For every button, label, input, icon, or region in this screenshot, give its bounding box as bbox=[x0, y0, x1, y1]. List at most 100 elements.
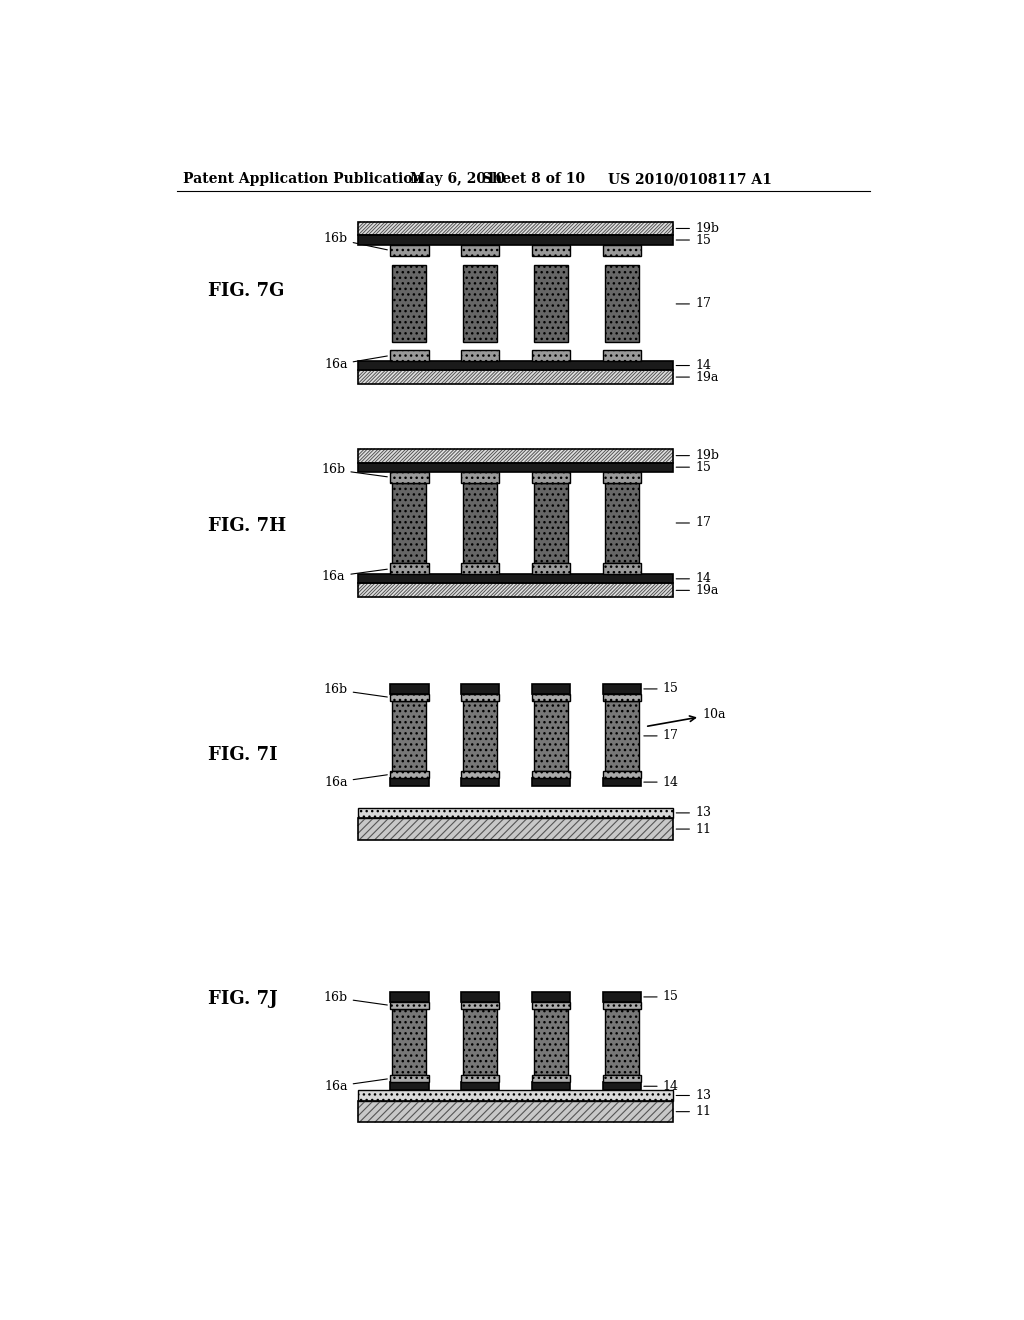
Text: 13: 13 bbox=[676, 1089, 711, 1102]
Bar bbox=[390, 684, 429, 693]
Text: 16b: 16b bbox=[322, 463, 387, 477]
Bar bbox=[461, 471, 500, 483]
Bar bbox=[357, 1101, 674, 1122]
Bar bbox=[390, 1082, 429, 1090]
Bar bbox=[390, 1074, 429, 1082]
Bar bbox=[531, 779, 570, 785]
Bar bbox=[357, 1090, 674, 1101]
Text: 13: 13 bbox=[676, 807, 711, 820]
Bar bbox=[602, 1002, 641, 1010]
Text: 17: 17 bbox=[644, 730, 679, 742]
Bar bbox=[531, 771, 570, 779]
Bar bbox=[605, 701, 639, 771]
Bar bbox=[602, 471, 641, 483]
Bar bbox=[531, 684, 570, 693]
Bar bbox=[357, 370, 674, 384]
Bar bbox=[535, 1010, 568, 1074]
Text: 19a: 19a bbox=[676, 371, 719, 384]
Bar bbox=[531, 1074, 570, 1082]
Text: 15: 15 bbox=[644, 682, 679, 696]
Bar bbox=[390, 471, 429, 483]
Bar bbox=[357, 222, 674, 235]
Bar bbox=[602, 993, 641, 1002]
Text: Sheet 8 of 10: Sheet 8 of 10 bbox=[482, 172, 586, 186]
Bar bbox=[463, 483, 497, 564]
Bar bbox=[605, 265, 639, 342]
Bar bbox=[357, 370, 674, 384]
Bar bbox=[461, 1074, 500, 1082]
Bar bbox=[463, 1010, 497, 1074]
Bar bbox=[392, 265, 426, 342]
Bar bbox=[531, 564, 570, 574]
Bar bbox=[463, 701, 497, 771]
Text: 16a: 16a bbox=[325, 775, 387, 788]
Text: 11: 11 bbox=[676, 822, 711, 836]
Bar bbox=[461, 779, 500, 785]
Bar bbox=[535, 265, 568, 342]
Bar bbox=[357, 360, 674, 370]
Text: 16a: 16a bbox=[322, 569, 387, 583]
Text: FIG. 7G: FIG. 7G bbox=[208, 282, 284, 300]
Text: May 6, 2010: May 6, 2010 bbox=[410, 172, 506, 186]
Bar bbox=[357, 818, 674, 840]
Bar bbox=[357, 449, 674, 462]
Bar bbox=[392, 483, 426, 564]
Bar bbox=[390, 693, 429, 701]
Bar bbox=[531, 471, 570, 483]
Bar bbox=[390, 564, 429, 574]
Bar bbox=[357, 449, 674, 462]
Bar bbox=[605, 483, 639, 564]
Bar bbox=[392, 701, 426, 771]
Bar bbox=[531, 993, 570, 1002]
Text: 14: 14 bbox=[644, 1080, 679, 1093]
Text: 16b: 16b bbox=[324, 991, 387, 1005]
Text: 19b: 19b bbox=[676, 449, 719, 462]
Bar bbox=[531, 1082, 570, 1090]
Bar bbox=[602, 564, 641, 574]
Text: 19b: 19b bbox=[676, 222, 719, 235]
Bar bbox=[602, 693, 641, 701]
Text: 16a: 16a bbox=[325, 1078, 387, 1093]
Bar bbox=[602, 771, 641, 779]
Bar bbox=[461, 1002, 500, 1010]
Text: 15: 15 bbox=[676, 461, 711, 474]
Bar bbox=[602, 350, 641, 360]
Text: 16b: 16b bbox=[324, 684, 387, 697]
Bar bbox=[461, 993, 500, 1002]
Text: FIG. 7H: FIG. 7H bbox=[208, 516, 286, 535]
Bar bbox=[531, 350, 570, 360]
Bar bbox=[390, 779, 429, 785]
Bar bbox=[531, 693, 570, 701]
Text: 14: 14 bbox=[644, 776, 679, 788]
Text: 15: 15 bbox=[644, 990, 679, 1003]
Bar bbox=[461, 564, 500, 574]
Bar bbox=[357, 574, 674, 583]
Bar bbox=[535, 483, 568, 564]
Bar bbox=[390, 244, 429, 256]
Bar bbox=[461, 350, 500, 360]
Bar bbox=[605, 1010, 639, 1074]
Text: 10a: 10a bbox=[647, 708, 726, 726]
Text: FIG. 7I: FIG. 7I bbox=[208, 746, 278, 764]
Text: FIG. 7J: FIG. 7J bbox=[208, 990, 278, 1008]
Text: 11: 11 bbox=[676, 1105, 711, 1118]
Bar bbox=[531, 1002, 570, 1010]
Text: 17: 17 bbox=[676, 297, 711, 310]
Bar bbox=[357, 583, 674, 598]
Bar bbox=[392, 1010, 426, 1074]
Bar bbox=[602, 244, 641, 256]
Text: 19a: 19a bbox=[676, 583, 719, 597]
Bar bbox=[463, 265, 497, 342]
Bar bbox=[390, 771, 429, 779]
Bar bbox=[357, 1101, 674, 1122]
Bar bbox=[461, 771, 500, 779]
Text: 16a: 16a bbox=[325, 356, 387, 371]
Bar bbox=[357, 222, 674, 235]
Bar bbox=[390, 993, 429, 1002]
Bar bbox=[357, 818, 674, 840]
Text: 14: 14 bbox=[676, 573, 711, 585]
Bar bbox=[602, 1074, 641, 1082]
Bar bbox=[390, 1002, 429, 1010]
Bar bbox=[461, 693, 500, 701]
Bar bbox=[357, 808, 674, 818]
